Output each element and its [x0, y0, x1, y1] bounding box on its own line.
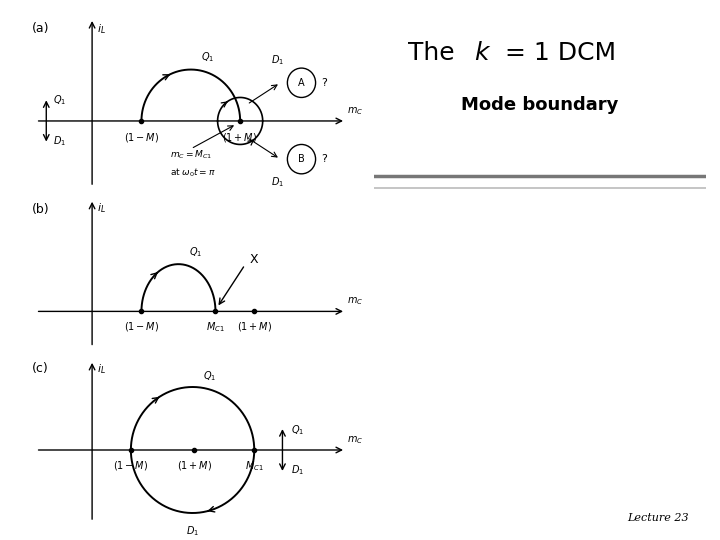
Text: $M_{C1}$: $M_{C1}$	[206, 320, 225, 334]
Text: $D_1$: $D_1$	[186, 524, 199, 538]
Text: The: The	[408, 41, 462, 65]
Text: at $\omega_0 t = \pi$: at $\omega_0 t = \pi$	[170, 166, 215, 179]
Text: $i_L$: $i_L$	[97, 201, 106, 215]
Text: $Q_1$: $Q_1$	[203, 369, 217, 383]
Text: (c): (c)	[32, 362, 49, 375]
Text: $m_C$: $m_C$	[347, 295, 364, 307]
Text: $D_1$: $D_1$	[53, 134, 66, 149]
Text: $(1+M)$: $(1+M)$	[176, 460, 212, 472]
Text: $m_C$: $m_C$	[347, 435, 364, 447]
Text: $m_C$: $m_C$	[347, 105, 364, 117]
Text: A: A	[298, 78, 305, 88]
Text: Mode boundary: Mode boundary	[462, 96, 618, 113]
Text: $Q_1$: $Q_1$	[53, 93, 67, 107]
Text: $(1-M)$: $(1-M)$	[113, 460, 148, 472]
Text: $(1-M)$: $(1-M)$	[124, 131, 159, 144]
Text: ?: ?	[321, 78, 327, 88]
Text: (b): (b)	[32, 204, 50, 217]
Text: $i_L$: $i_L$	[97, 362, 106, 376]
Text: = 1 DCM: = 1 DCM	[497, 41, 616, 65]
Text: $(1+M)$: $(1+M)$	[222, 131, 258, 144]
Text: $Q_1$: $Q_1$	[202, 50, 215, 64]
Text: (a): (a)	[32, 22, 50, 35]
Text: $D_1$: $D_1$	[291, 463, 304, 477]
Text: $i_L$: $i_L$	[97, 22, 106, 36]
Text: k: k	[474, 41, 488, 65]
Text: $D_1$: $D_1$	[271, 53, 284, 66]
Text: B: B	[298, 154, 305, 164]
Text: $m_C = M_{C1}$: $m_C = M_{C1}$	[170, 149, 212, 161]
Text: $(1+M)$: $(1+M)$	[237, 320, 272, 333]
Text: $Q_1$: $Q_1$	[291, 423, 304, 437]
Text: Lecture 23: Lecture 23	[627, 514, 689, 523]
Text: ?: ?	[321, 154, 327, 164]
Text: $M_{C1}$: $M_{C1}$	[245, 460, 264, 473]
Text: $D_1$: $D_1$	[271, 176, 284, 189]
Text: $(1-M)$: $(1-M)$	[124, 320, 159, 333]
Text: X: X	[250, 253, 258, 266]
Text: $Q_1$: $Q_1$	[189, 245, 202, 259]
